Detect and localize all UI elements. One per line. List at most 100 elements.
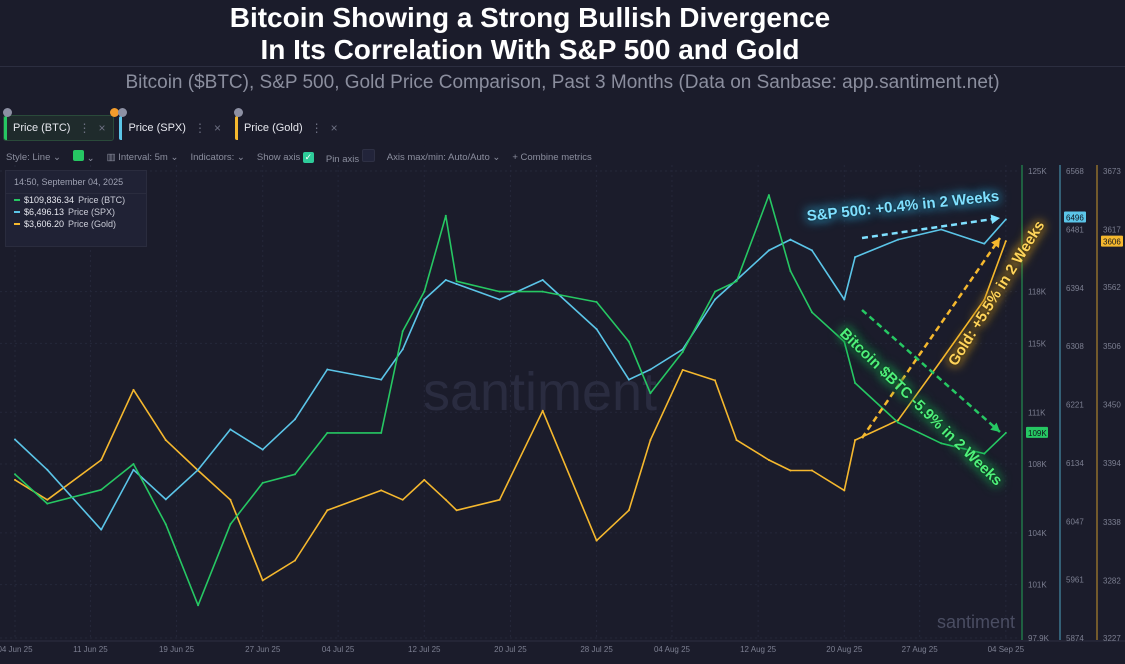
data-point (14, 438, 16, 441)
lock-icon (3, 108, 12, 117)
tooltip-legend: 14:50, September 04, 2025 $109,836.34 Pri… (5, 170, 147, 247)
data-point (132, 388, 135, 391)
data-point (444, 279, 447, 282)
trend-arrow-gold-head (991, 238, 1000, 248)
data-point (326, 368, 329, 371)
data-point (627, 378, 630, 381)
data-point (541, 290, 544, 293)
lock-icon (233, 108, 243, 117)
legend-swatch (14, 223, 20, 225)
indicators-select[interactable]: Indicators: ⌄ (190, 151, 245, 163)
legend-swatch (14, 199, 20, 201)
series-line-price-btc- (14, 194, 1007, 607)
data-point (423, 478, 426, 481)
tooltip-row-gold: $3,606.20 Price (Gold) (6, 218, 146, 230)
style-select[interactable]: Style: Line ⌄ (6, 151, 61, 163)
watermark-small: santiment (937, 612, 1015, 632)
title-line-1: Bitcoin Showing a Strong Bullish Diverge… (229, 2, 831, 33)
y-tick-label: 6047 (1066, 518, 1084, 527)
tooltip-value: $6,496.13 (24, 207, 65, 217)
data-point (455, 509, 458, 512)
close-icon[interactable]: × (213, 121, 221, 135)
data-point (294, 473, 297, 476)
tooltip-time: 14:50, September 04, 2025 (6, 171, 146, 194)
data-point (940, 359, 943, 362)
color-select[interactable]: ⌄ (72, 150, 95, 164)
data-point (789, 269, 792, 272)
current-value-label: 6496 (1066, 214, 1084, 223)
y-tick-label: 3282 (1103, 576, 1121, 585)
checkbox-checked-icon[interactable]: ✓ (302, 151, 314, 163)
tab-price-btc[interactable]: Price (BTC) ⋮ × (2, 108, 120, 141)
more-icon[interactable]: ⋮ (310, 121, 323, 135)
data-point (681, 368, 684, 371)
data-point (810, 249, 813, 252)
data-point (229, 523, 232, 526)
data-point (423, 298, 426, 301)
data-point (164, 498, 167, 501)
data-point (1004, 218, 1007, 221)
title-line-2: In Its Correlation With S&P 500 and Gold (260, 34, 800, 65)
interval-select[interactable]: ▥ Interval: 5m ⌄ (106, 151, 179, 163)
pin-axis-toggle[interactable]: Pin axis (326, 149, 375, 165)
data-point (595, 539, 598, 542)
tooltip-row-spx: $6,496.13 Price (SPX) (6, 206, 146, 218)
trend-arrow-spx (861, 216, 1001, 240)
trend-arrow-btc-head (990, 422, 1000, 432)
chart-toolbar: Style: Line ⌄ ⌄ ▥ Interval: 5m ⌄ Indicat… (6, 149, 592, 165)
tab-label: Price (SPX) (128, 122, 186, 134)
data-point (897, 238, 900, 241)
data-point (444, 498, 447, 501)
data-point (498, 290, 501, 293)
trend-arrow-gold (860, 237, 1002, 439)
data-point (326, 431, 329, 434)
x-tick-label: 04 Aug 25 (654, 645, 691, 654)
trend-arrow-btc (861, 309, 1001, 433)
indicators-label: Indicators: (190, 151, 235, 163)
x-tick-label: 28 Jul 25 (580, 645, 613, 654)
data-point (940, 442, 943, 445)
series-line-price-gold- (14, 240, 1007, 582)
data-point (380, 489, 383, 492)
data-point (649, 392, 652, 395)
y-tick-label: 3617 (1103, 226, 1121, 235)
tab-price-gold[interactable]: Price (Gold) ⋮ × (233, 108, 346, 140)
data-point (261, 481, 264, 484)
calendar-icon: ▥ (106, 151, 116, 163)
close-icon[interactable]: × (98, 121, 106, 135)
y-tick-label: 97.9K (1028, 634, 1050, 643)
checkbox-unchecked-icon[interactable] (361, 149, 375, 162)
y-tick-label: 101K (1028, 581, 1047, 590)
y-tick-label: 6481 (1066, 226, 1084, 235)
show-axis-toggle[interactable]: Show axis ✓ (257, 151, 314, 163)
y-tick-label: 3450 (1103, 401, 1121, 410)
data-point (681, 350, 684, 353)
more-icon[interactable]: ⋮ (78, 121, 91, 135)
data-point (714, 290, 717, 293)
data-point (649, 368, 652, 371)
metric-tabs: Price (BTC) ⋮ × Price (SPX) ⋮ × Price (Gold)… (2, 108, 346, 141)
data-point (46, 468, 49, 471)
series-line-price-spx- (14, 218, 1007, 531)
data-point (843, 298, 846, 301)
data-point (498, 498, 501, 501)
more-icon[interactable]: ⋮ (193, 121, 206, 135)
data-point (197, 468, 200, 471)
x-tick-label: 27 Aug 25 (902, 645, 939, 654)
y-tick-label: 5874 (1066, 634, 1084, 643)
interval-label: Interval: 5m (118, 151, 168, 163)
tab-price-spx[interactable]: Price (SPX) ⋮ × (118, 108, 228, 140)
close-icon[interactable]: × (330, 121, 338, 135)
x-tick-label: 20 Aug 25 (826, 645, 863, 654)
color-swatch (72, 150, 84, 161)
tooltip-label: Price (BTC) (78, 195, 126, 205)
data-point (767, 249, 770, 252)
axis-maxmin-select[interactable]: Axis max/min: Auto/Auto ⌄ (386, 151, 501, 163)
data-point (14, 473, 16, 476)
data-point (261, 448, 264, 451)
combine-metrics-button[interactable]: + Combine metrics (512, 151, 592, 163)
data-point (649, 439, 652, 442)
data-point (983, 242, 986, 245)
data-point (164, 523, 167, 526)
trend-arrow-spx-head (990, 214, 1000, 225)
